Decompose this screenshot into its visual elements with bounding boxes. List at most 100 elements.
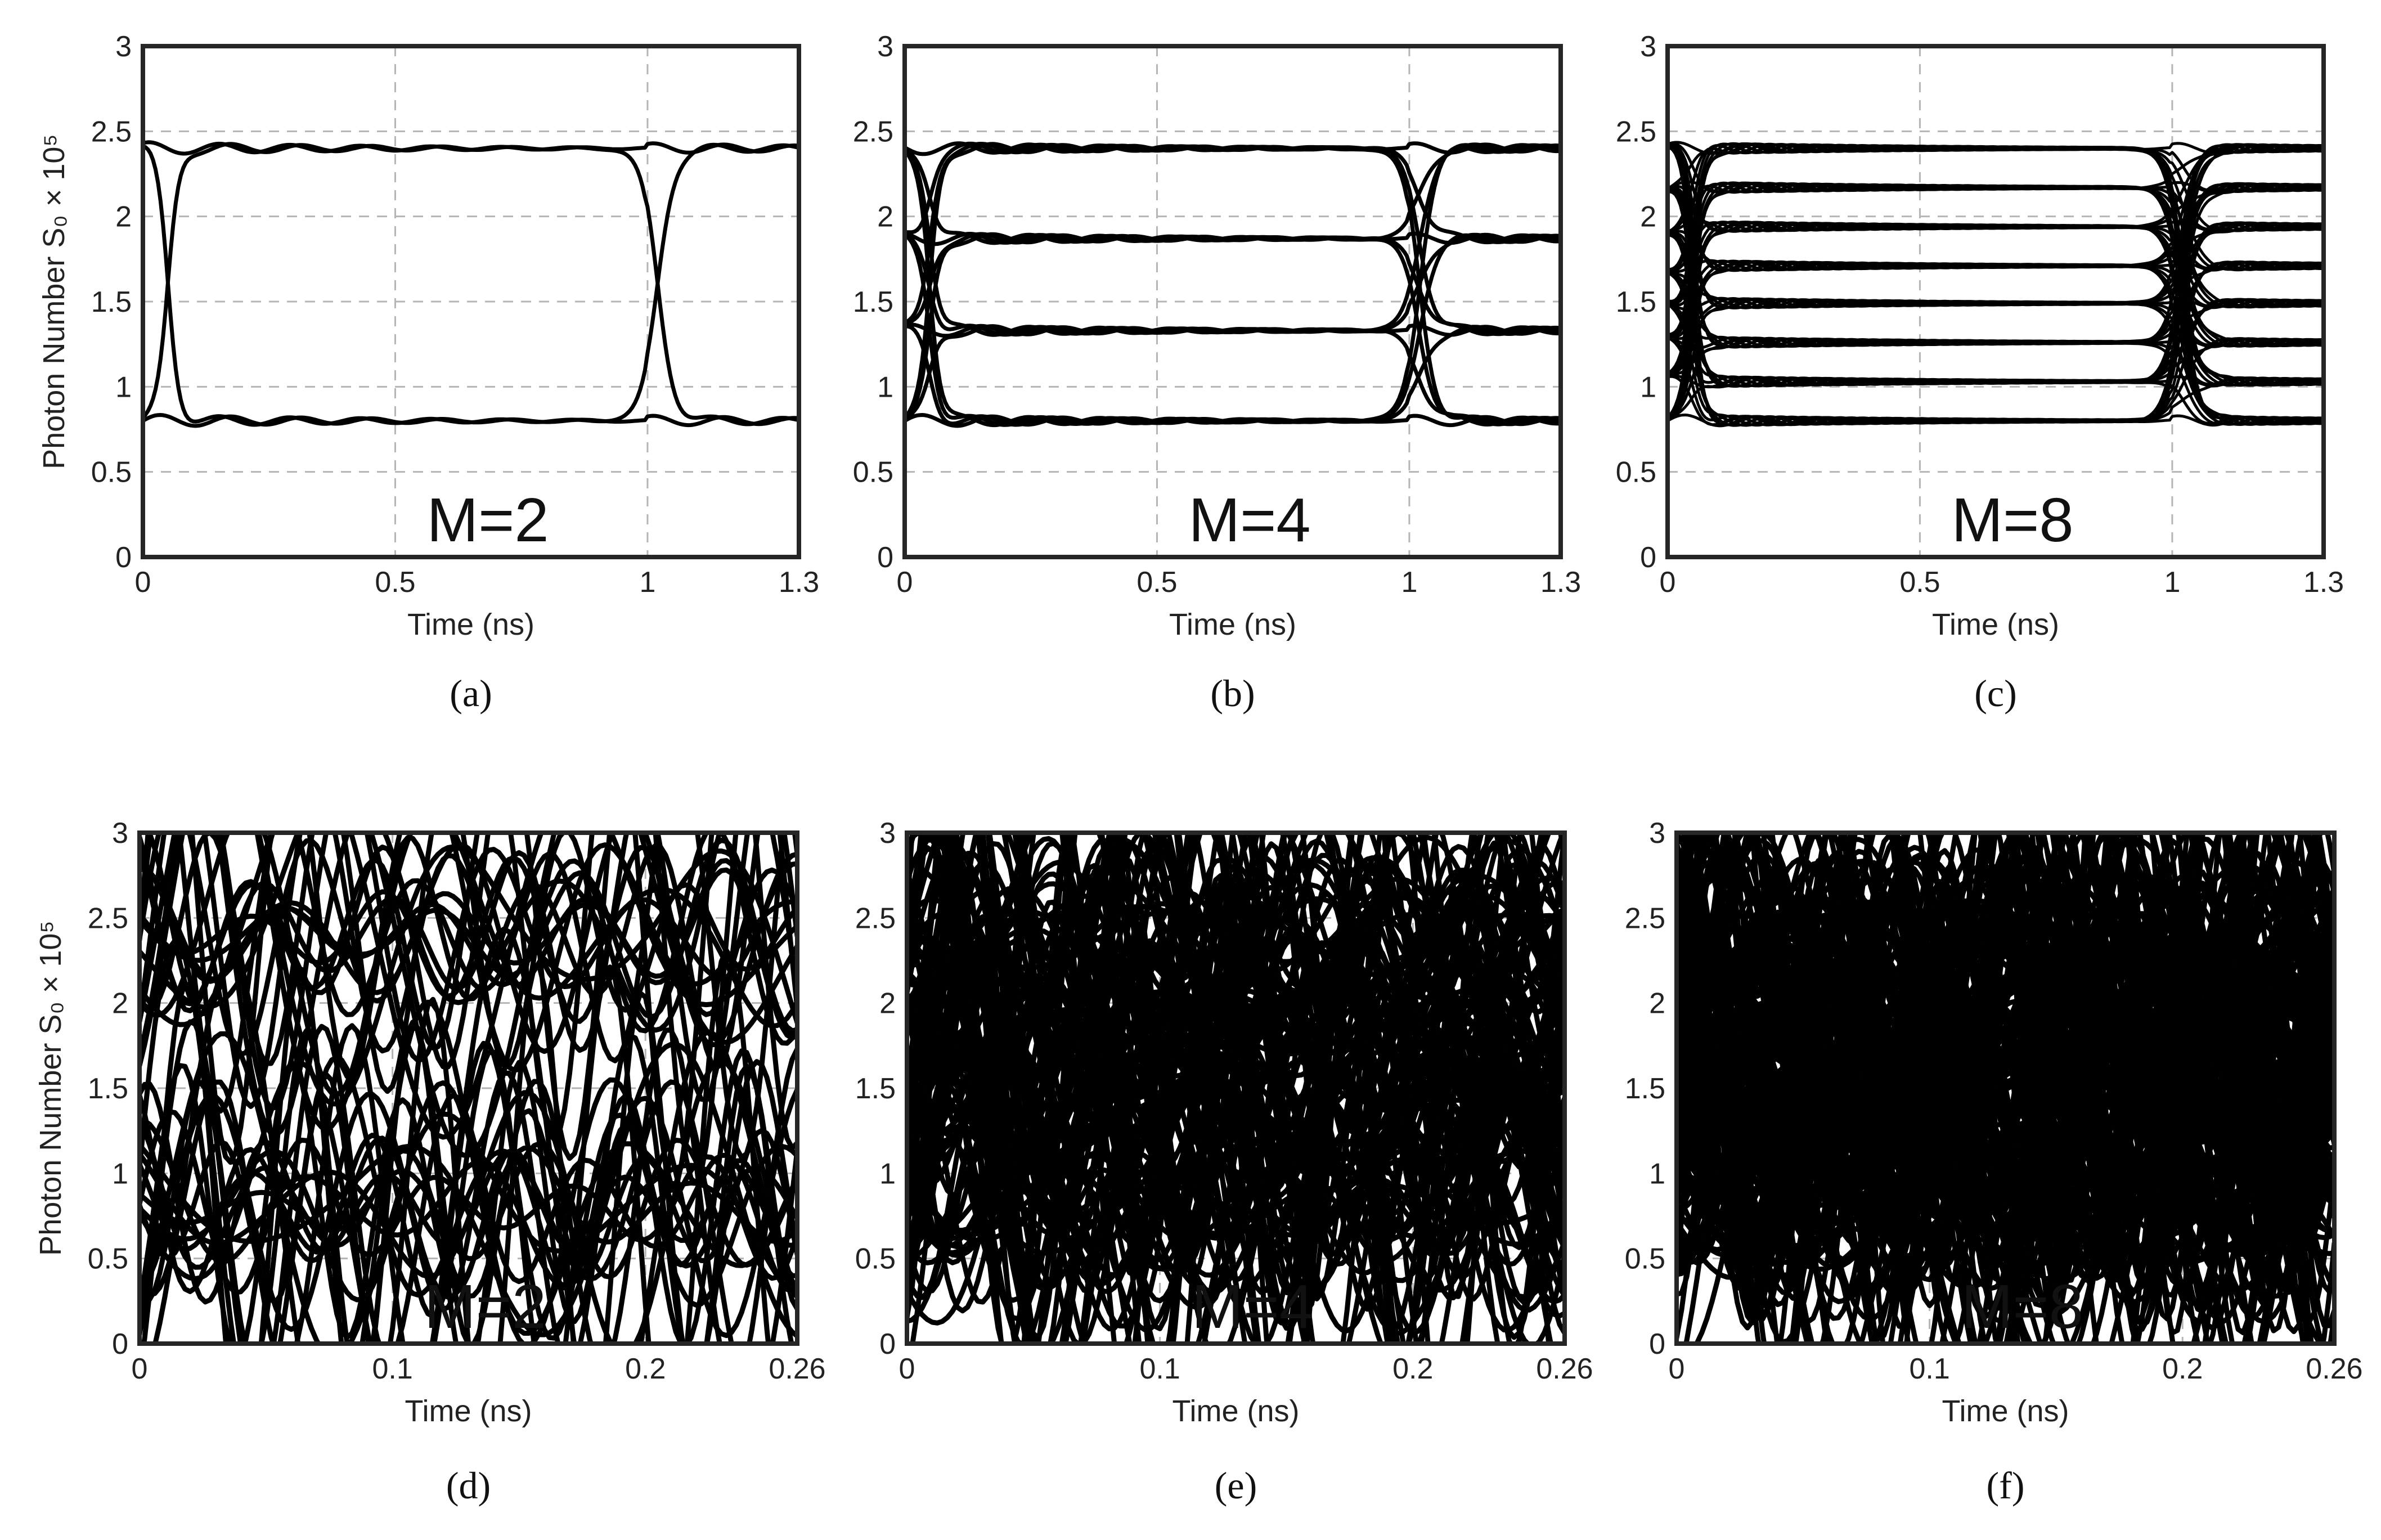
trace	[140, 833, 797, 1098]
y-tick-label: 0.5	[88, 1243, 128, 1276]
trace	[1668, 261, 2324, 377]
trace	[140, 1138, 797, 1279]
y-tick-label: 2	[1640, 201, 1656, 234]
modulation-label: M=2	[426, 486, 549, 555]
y-tick-label: 0	[877, 541, 893, 574]
y-tick-label: 1	[112, 1157, 128, 1190]
y-tick-label: 2.5	[91, 115, 132, 148]
trace	[1668, 145, 2324, 387]
trace	[140, 1031, 797, 1344]
trace	[1677, 1040, 2334, 1288]
y-tick-label: 1.5	[88, 1072, 128, 1105]
trace	[1677, 1005, 2334, 1321]
trace	[1677, 833, 2334, 1222]
trace	[907, 833, 1565, 1344]
trace	[1677, 931, 2334, 1164]
trace	[140, 1020, 797, 1344]
trace	[1668, 142, 2324, 271]
trace	[1668, 142, 2324, 232]
x-tick-label: 0	[897, 566, 913, 599]
panel-caption: (f)	[1987, 1464, 2025, 1507]
axes-frame	[1665, 44, 2326, 559]
y-tick-label: 0.5	[1625, 1243, 1665, 1276]
y-tick-label: 3	[879, 817, 896, 850]
x-tick-label: 0.1	[1909, 1353, 1949, 1385]
y-tick-label: 0.5	[91, 456, 132, 489]
panel-caption: (a)	[450, 672, 492, 715]
y-tick-label: 0	[1649, 1328, 1665, 1361]
x-tick-label: 0.26	[1536, 1353, 1593, 1385]
trace	[140, 926, 797, 1344]
y-tick-label: 2	[112, 987, 128, 1020]
trace	[1668, 298, 2324, 427]
trace	[140, 833, 797, 1158]
trace	[905, 147, 1561, 426]
trace	[1668, 261, 2324, 388]
y-tick-label: 0	[879, 1328, 896, 1361]
trace	[140, 833, 797, 1138]
y-tick-label: 0	[1640, 541, 1656, 574]
modulation-label: M=4	[1192, 1272, 1314, 1341]
trace	[905, 324, 1561, 422]
trace	[140, 1023, 797, 1344]
y-tick-label: 2.5	[853, 115, 893, 148]
y-tick-label: 0	[115, 541, 132, 574]
traces-e	[907, 833, 1565, 1344]
y-tick-label: 0.5	[853, 456, 893, 489]
trace	[1677, 849, 2334, 1235]
axes-frame	[902, 44, 1563, 559]
trace	[1668, 222, 2324, 348]
trace	[907, 833, 1565, 1192]
y-tick-label: 1.5	[1625, 1072, 1665, 1105]
trace	[1668, 143, 2324, 271]
y-tick-label: 2	[879, 987, 896, 1020]
y-tick-label: 2	[1649, 987, 1665, 1020]
x-tick-label: 1	[1401, 566, 1417, 599]
trace	[1668, 143, 2324, 349]
panel-a: 0 0.5 1 1.3 0 0.5 1 1.5 2 2.5 3 Time (ns) Photon Num…	[37, 30, 819, 715]
trace	[1668, 221, 2324, 426]
x-axis-label: Time (ns)	[1169, 608, 1296, 641]
y-tick-label: 1.5	[1616, 286, 1656, 318]
trace	[1668, 181, 2324, 387]
x-tick-label: 0.5	[375, 566, 415, 599]
trace	[1668, 182, 2324, 311]
trace	[1668, 145, 2324, 426]
trace	[143, 140, 799, 426]
x-tick-label: 1	[639, 566, 655, 599]
trace	[143, 141, 799, 420]
panel-e: 0 0.1 0.2 0.26 0 0.5 1 1.5 2 2.5 3 Time (ns) M=4 (e)	[855, 817, 1593, 1507]
trace	[1677, 868, 2334, 1069]
trace	[1677, 833, 2334, 1298]
y-tick-label: 1.5	[855, 1072, 896, 1105]
x-tick-label: 1.3	[1540, 566, 1581, 599]
trace	[140, 833, 797, 1046]
panel-b: 0 0.5 1 1.3 0 0.5 1 1.5 2 2.5 3 Time (ns) M=4 (b)	[853, 30, 1581, 715]
modulation-label: M=8	[1961, 1272, 2083, 1341]
trace	[907, 833, 1565, 1129]
y-tick-label: 1.5	[91, 286, 132, 318]
traces-d	[140, 833, 797, 1344]
trace	[1668, 143, 2324, 426]
y-tick-label: 1	[1649, 1157, 1665, 1190]
y-tick-label: 2.5	[88, 902, 128, 935]
trace	[1668, 221, 2324, 340]
y-axis-label: Photon Number S₀ × 10⁵	[37, 134, 71, 469]
x-tick-label: 1.3	[779, 566, 819, 599]
y-tick-label: 2.5	[855, 902, 896, 935]
trace	[1668, 297, 2324, 421]
trace	[1668, 182, 2324, 308]
y-tick-label: 3	[877, 30, 893, 63]
x-axis-label: Time (ns)	[1942, 1394, 2069, 1428]
panel-caption: (e)	[1215, 1464, 1257, 1507]
y-tick-label: 1.5	[853, 286, 893, 318]
trace	[140, 833, 797, 1107]
trace	[1677, 964, 2334, 1344]
trace	[1668, 142, 2324, 348]
y-tick-label: 1	[1640, 371, 1656, 403]
trace	[905, 142, 1561, 426]
panel-caption: (c)	[1974, 672, 2016, 715]
y-tick-label: 1	[877, 371, 893, 403]
traces-f	[1677, 833, 2334, 1344]
